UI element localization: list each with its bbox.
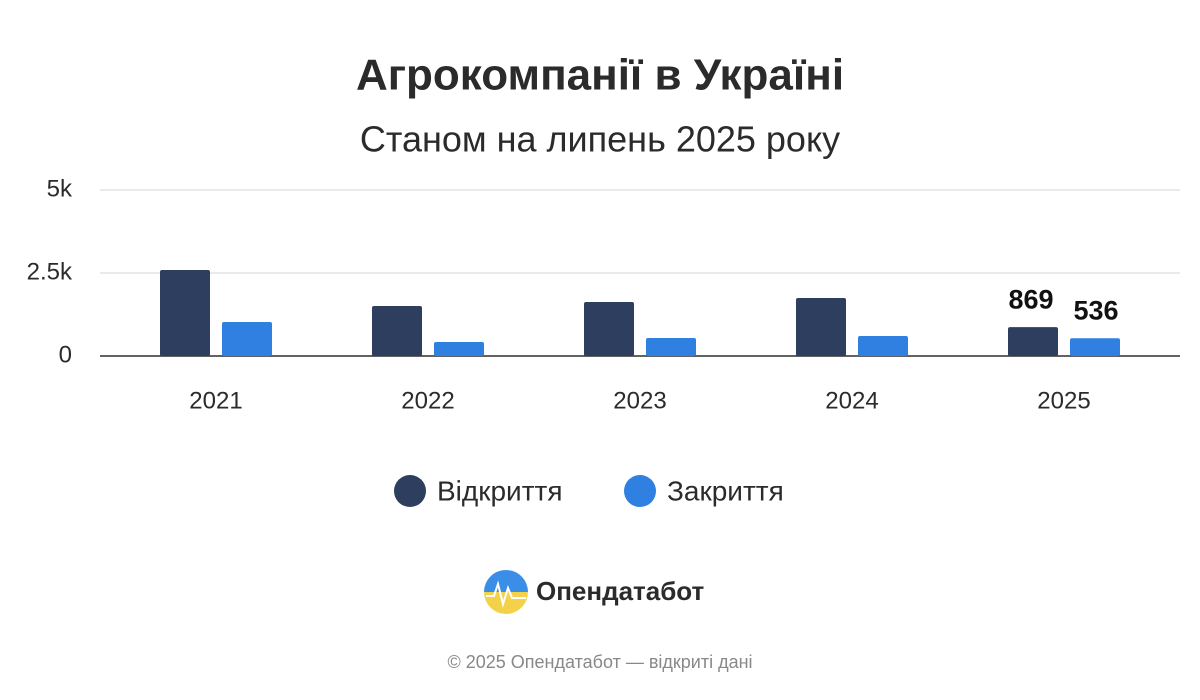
x-tick-label: 2022 <box>401 387 454 414</box>
bar <box>434 341 484 356</box>
chart-title: Агрокомпанії в Україні <box>356 51 844 100</box>
value-label: 869 <box>1008 284 1053 314</box>
bar <box>796 297 846 356</box>
legend-label: Відкриття <box>437 475 563 506</box>
bar <box>1008 327 1058 356</box>
bar <box>1070 338 1120 356</box>
x-tick-label: 2023 <box>613 387 666 414</box>
brand-logo: Опендатабот <box>484 570 705 614</box>
y-tick-label: 0 <box>59 341 72 368</box>
chart-subtitle: Станом на липень 2025 року <box>360 119 840 160</box>
legend-label: Закриття <box>667 475 784 506</box>
y-tick-label: 2.5k <box>27 258 73 285</box>
bar <box>160 270 210 356</box>
y-tick-label: 5k <box>47 175 73 202</box>
value-label: 536 <box>1073 295 1118 325</box>
brand-name: Опендатабот <box>536 576 705 606</box>
bar <box>372 306 422 356</box>
legend-marker <box>394 475 426 507</box>
x-tick-label: 2021 <box>189 387 242 414</box>
legend-marker <box>624 475 656 507</box>
x-tick-label: 2024 <box>825 387 878 414</box>
bar <box>222 322 272 356</box>
logo-pulse <box>486 580 526 608</box>
footer: © 2025 Опендатабот — відкриті дані <box>447 652 752 672</box>
bar <box>858 336 908 356</box>
x-tick-label: 2025 <box>1037 387 1090 414</box>
bar <box>646 338 696 356</box>
bar <box>584 301 634 356</box>
